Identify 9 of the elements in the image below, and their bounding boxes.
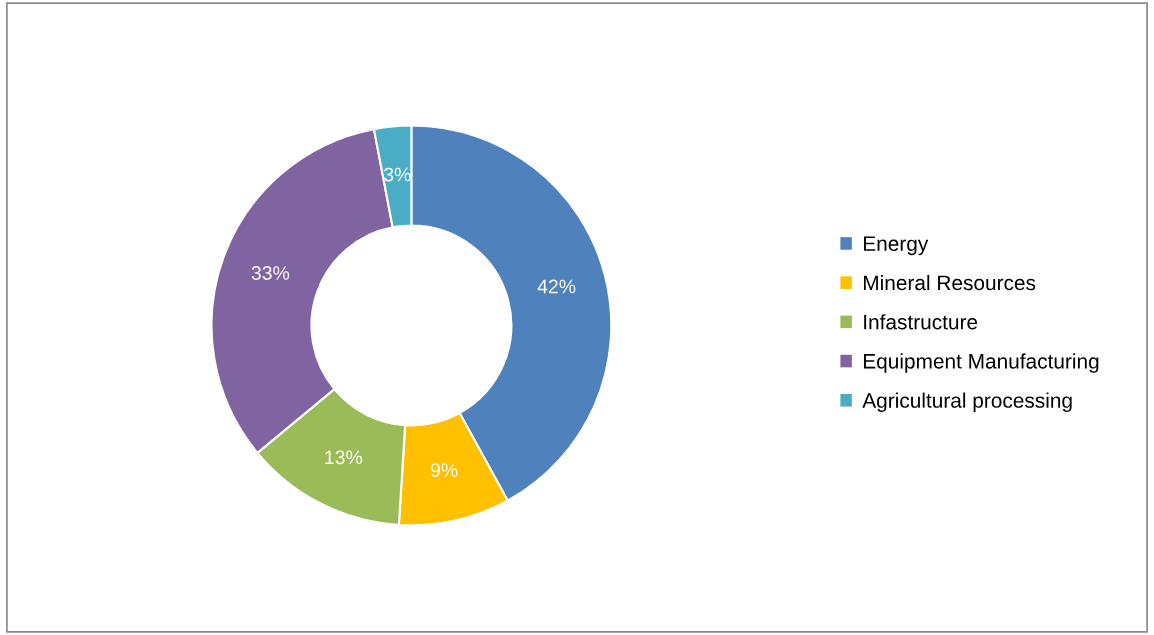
legend-label: Agricultural processing (862, 392, 1072, 412)
legend-label: Mineral Resources (863, 274, 1036, 291)
legend-label: Infastructure (864, 314, 978, 330)
data-label: 42% (537, 279, 576, 294)
data-label: 9% (430, 463, 458, 477)
data-label: 33% (251, 266, 290, 280)
legend-label: Energy (863, 236, 929, 256)
data-label: 13% (325, 450, 363, 465)
legend-label: Equipment Manufacturing (863, 353, 1099, 373)
